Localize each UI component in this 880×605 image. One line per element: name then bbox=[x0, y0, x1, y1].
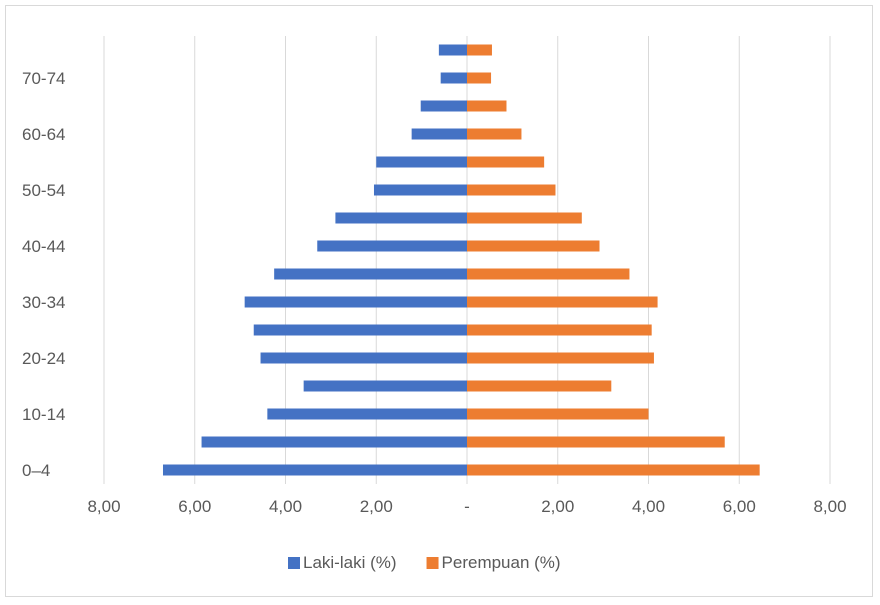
x-tick-label: - bbox=[464, 497, 470, 516]
bar-female bbox=[467, 156, 545, 168]
y-tick-label: 10-14 bbox=[22, 405, 65, 424]
bar-female bbox=[467, 464, 760, 476]
x-tick-label: 4,00 bbox=[632, 497, 665, 516]
bar-female bbox=[467, 212, 582, 224]
bar-female bbox=[467, 380, 612, 392]
bar-male bbox=[201, 436, 467, 448]
bar-male bbox=[376, 156, 467, 168]
x-tick-label: 4,00 bbox=[269, 497, 302, 516]
y-tick-label: 70-74 bbox=[22, 69, 65, 88]
x-tick-label: 6,00 bbox=[178, 497, 211, 516]
bar-female bbox=[467, 44, 492, 56]
bar-male bbox=[267, 408, 467, 420]
x-tick-label: 6,00 bbox=[723, 497, 756, 516]
y-tick-label: 20-24 bbox=[22, 349, 65, 368]
x-tick-label: 2,00 bbox=[360, 497, 393, 516]
bar-female bbox=[467, 240, 600, 252]
bar-female bbox=[467, 184, 556, 196]
bar-male bbox=[244, 296, 467, 308]
value-axis-labels: 8,00 6,00 4,00 2,00 - 2,00 4,00 6,00 8,00 bbox=[87, 497, 846, 516]
bar-male bbox=[440, 72, 467, 84]
bar-male bbox=[303, 380, 467, 392]
population-pyramid-chart: 0–4 10-14 20-24 30-34 40-44 50-54 60-64 70-74 8… bbox=[22, 36, 847, 572]
bar-male bbox=[317, 240, 467, 252]
legend-swatch bbox=[288, 557, 300, 569]
bar-female bbox=[467, 72, 492, 84]
x-tick-label: 8,00 bbox=[87, 497, 120, 516]
bar-male bbox=[162, 464, 468, 476]
bar-female bbox=[467, 436, 725, 448]
bar-male bbox=[411, 128, 467, 140]
chart-container: 0–4 10-14 20-24 30-34 40-44 50-54 60-64 70-74 8… bbox=[5, 5, 873, 597]
x-tick-label: 8,00 bbox=[813, 497, 846, 516]
bar-male bbox=[373, 184, 467, 196]
bar-female bbox=[467, 352, 654, 364]
category-axis-labels: 0–4 10-14 20-24 30-34 40-44 50-54 60-64 70-74 bbox=[22, 69, 65, 480]
legend-label: Laki-laki (%) bbox=[303, 553, 397, 572]
y-tick-label: 60-64 bbox=[22, 125, 65, 144]
y-tick-label: 0–4 bbox=[22, 461, 50, 480]
bar-female bbox=[467, 296, 658, 308]
legend: Laki-laki (%) Perempuan (%) bbox=[288, 553, 561, 572]
bar-female bbox=[467, 324, 652, 336]
bar-female bbox=[467, 408, 649, 420]
legend-swatch bbox=[426, 557, 439, 569]
y-tick-label: 40-44 bbox=[22, 237, 65, 256]
bar-female bbox=[467, 100, 507, 112]
bar-male bbox=[335, 212, 467, 224]
y-tick-label: 30-34 bbox=[22, 293, 65, 312]
bar-male bbox=[260, 352, 467, 364]
bar-male bbox=[438, 44, 467, 56]
legend-label: Perempuan (%) bbox=[442, 553, 561, 572]
bars bbox=[162, 44, 760, 476]
bar-female bbox=[467, 268, 630, 280]
bar-female bbox=[467, 128, 522, 140]
bar-male bbox=[274, 268, 467, 280]
bar-male bbox=[420, 100, 467, 112]
bar-male bbox=[253, 324, 467, 336]
y-tick-label: 50-54 bbox=[22, 181, 65, 200]
x-tick-label: 2,00 bbox=[541, 497, 574, 516]
